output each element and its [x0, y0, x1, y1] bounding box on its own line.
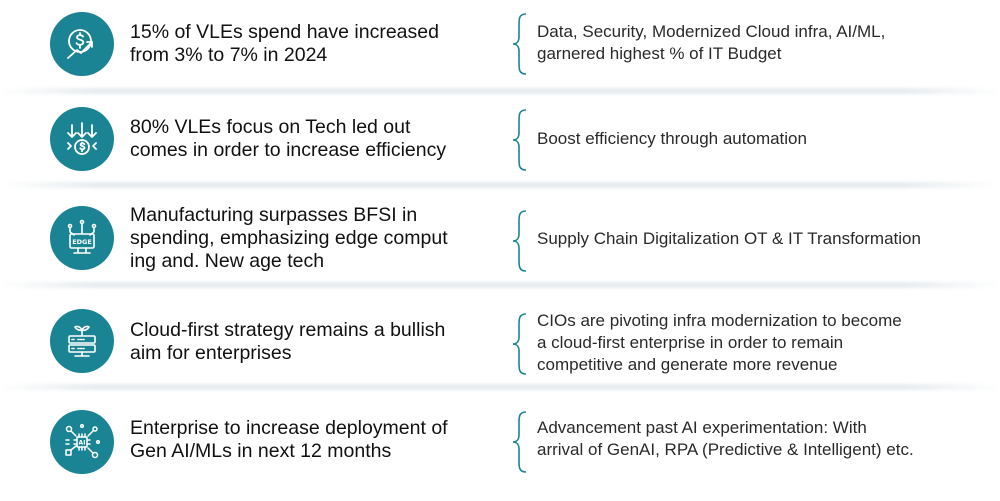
insight-row: Cloud-first strategy remains a bullish a…	[0, 296, 1000, 390]
insight-detail: Advancement past AI experimentation: Wit…	[537, 418, 914, 459]
insight-detail: Data, Security, Modernized Cloud infra, …	[537, 22, 886, 63]
brace-icon	[512, 210, 527, 272]
brace-icon	[512, 13, 527, 75]
brace-icon	[512, 109, 527, 171]
insight-detail: Supply Chain Digitalization OT & IT Tran…	[537, 229, 921, 248]
insight-headline: Cloud-first strategy remains a bullish a…	[130, 319, 446, 364]
svg-text:EDGE: EDGE	[72, 238, 92, 246]
insight-row: 15% of VLEs spend have increased from 3%…	[0, 0, 1000, 94]
insight-headline: Enterprise to increase deployment of Gen…	[130, 417, 448, 462]
row-divider	[0, 384, 1000, 390]
cloud-server-icon	[50, 309, 114, 373]
insight-headline: 80% VLEs focus on Tech led out comes in …	[130, 116, 447, 161]
row-divider	[0, 282, 1000, 288]
edge-computing-icon: EDGE	[50, 206, 114, 270]
insight-row: EDGE Manufacturing surpasses BFSI in spe…	[0, 194, 1000, 288]
insight-headline: Manufacturing surpasses BFSI in spending…	[130, 204, 448, 272]
ai-network-icon: AI	[50, 410, 114, 474]
brace-icon	[512, 313, 527, 375]
insight-headline: 15% of VLEs spend have increased from 3%…	[130, 21, 439, 66]
row-divider	[0, 88, 1000, 94]
row-divider	[0, 182, 1000, 188]
insight-detail: Boost efficiency through automation	[537, 129, 807, 148]
insight-detail: CIOs are pivoting infra modernization to…	[537, 311, 902, 374]
insight-row: AI Enterprise to increase deployment of …	[0, 397, 1000, 489]
dollar-growth-icon	[50, 12, 114, 76]
svg-text:AI: AI	[79, 440, 86, 447]
insight-row: 80% VLEs focus on Tech led out comes in …	[0, 94, 1000, 188]
brace-icon	[512, 411, 527, 473]
downward-arrows-dollar-icon	[50, 107, 114, 171]
